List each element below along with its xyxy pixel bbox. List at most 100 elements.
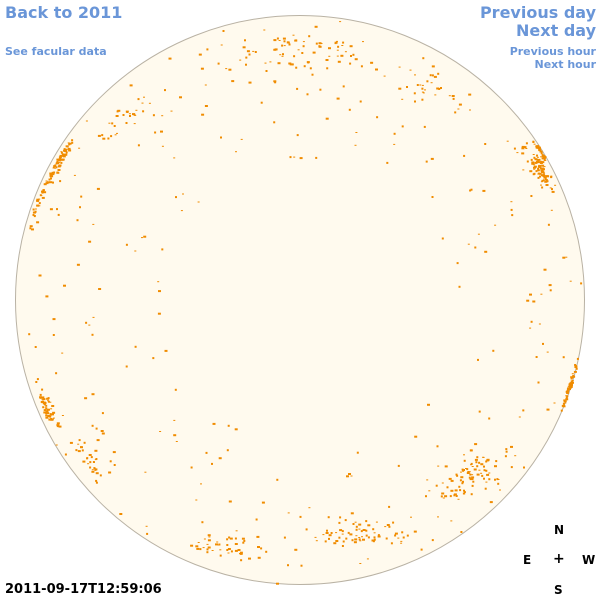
- facular-point: [462, 469, 465, 472]
- facular-point: [217, 544, 220, 546]
- facular-point: [547, 223, 550, 226]
- facular-point: [65, 151, 68, 154]
- facular-point: [126, 111, 129, 113]
- facular-point: [216, 541, 219, 543]
- facular-point: [339, 21, 342, 23]
- facular-point: [372, 528, 375, 531]
- facular-point: [327, 516, 330, 519]
- facular-point: [365, 534, 368, 537]
- facular-point: [49, 415, 52, 417]
- previous-day-link[interactable]: Previous day: [479, 3, 596, 22]
- facular-point: [460, 476, 464, 479]
- facular-point: [488, 478, 491, 481]
- facular-point: [161, 115, 164, 117]
- facular-point: [56, 424, 60, 427]
- facular-point: [354, 538, 358, 541]
- facular-point: [358, 537, 361, 538]
- facular-point: [446, 486, 449, 489]
- facular-point: [544, 180, 548, 183]
- facular-point: [550, 176, 553, 179]
- facular-point: [538, 165, 541, 168]
- facular-point: [426, 479, 429, 481]
- facular-point: [456, 474, 459, 477]
- facular-point: [195, 499, 198, 501]
- facular-point: [518, 416, 521, 418]
- facular-point: [57, 169, 61, 171]
- facular-point: [218, 457, 222, 460]
- facular-point: [246, 50, 250, 53]
- facular-point: [91, 393, 95, 396]
- facular-point: [539, 175, 541, 178]
- facular-point: [414, 435, 418, 438]
- facular-point: [565, 395, 568, 397]
- facular-point: [71, 141, 74, 144]
- facular-point: [422, 92, 425, 94]
- facular-point: [264, 62, 267, 64]
- facular-point: [474, 443, 478, 446]
- facular-point: [352, 53, 355, 56]
- facular-point: [288, 43, 291, 46]
- facular-point: [366, 558, 369, 560]
- facular-point: [440, 87, 442, 89]
- facular-point: [113, 125, 116, 127]
- facular-point: [36, 204, 40, 207]
- facular-point: [56, 171, 59, 174]
- back-to-year-link[interactable]: Back to 2011: [5, 3, 123, 22]
- facular-point: [397, 464, 400, 467]
- facular-point: [80, 446, 83, 448]
- facular-point: [96, 439, 100, 442]
- facular-point: [486, 458, 490, 461]
- facular-point: [467, 243, 470, 245]
- facular-point: [478, 469, 481, 471]
- facular-point: [256, 535, 260, 538]
- facular-point: [29, 227, 32, 230]
- facular-point: [398, 87, 402, 90]
- facular-point: [293, 55, 296, 58]
- facular-point: [49, 181, 53, 184]
- facular-point: [465, 468, 467, 469]
- facular-point: [336, 40, 338, 42]
- previous-hour-link[interactable]: Previous hour: [509, 45, 596, 58]
- facular-point: [529, 293, 532, 296]
- facular-point: [534, 158, 538, 161]
- facular-point: [228, 68, 232, 71]
- facular-point: [57, 165, 61, 168]
- facular-point: [397, 537, 400, 539]
- next-day-link[interactable]: Next day: [516, 21, 596, 40]
- facular-point: [197, 201, 200, 203]
- facular-point: [342, 540, 345, 543]
- facular-point: [525, 142, 528, 145]
- compass-south: S: [554, 583, 563, 597]
- facular-point: [448, 95, 451, 97]
- facular-point: [299, 515, 302, 518]
- facular-point: [69, 441, 73, 444]
- facular-point: [75, 449, 78, 452]
- facular-point: [545, 184, 549, 186]
- facular-point: [63, 284, 66, 287]
- facular-point: [337, 60, 341, 63]
- facular-point: [542, 154, 545, 156]
- facular-point: [484, 250, 488, 253]
- facular-point: [34, 346, 37, 348]
- facular-point: [95, 458, 98, 460]
- facular-point: [318, 42, 322, 45]
- facular-point: [351, 539, 354, 542]
- facular-point: [532, 141, 535, 143]
- see-facular-data-link[interactable]: See facular data: [5, 45, 107, 58]
- facular-point: [94, 468, 97, 471]
- facular-point: [217, 62, 220, 65]
- facular-point: [204, 105, 208, 107]
- facular-point: [312, 51, 316, 54]
- facular-point: [248, 557, 251, 560]
- facular-point: [196, 547, 200, 550]
- facular-point: [235, 151, 237, 153]
- facular-point: [129, 115, 131, 117]
- facular-point: [59, 180, 62, 183]
- facular-point: [330, 532, 333, 534]
- facular-point: [225, 68, 228, 70]
- next-hour-link[interactable]: Next hour: [534, 58, 597, 71]
- facular-point: [47, 415, 51, 417]
- facular-point: [431, 539, 434, 542]
- facular-point: [41, 388, 44, 391]
- facular-point: [562, 356, 565, 359]
